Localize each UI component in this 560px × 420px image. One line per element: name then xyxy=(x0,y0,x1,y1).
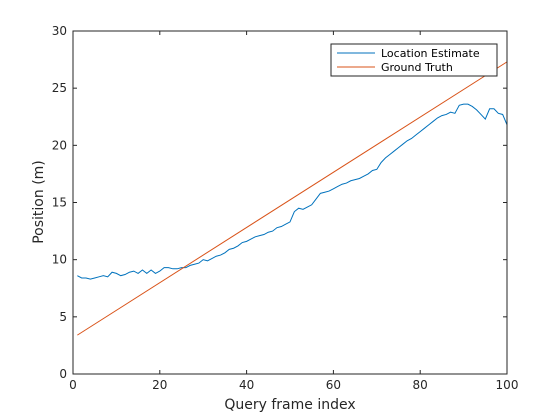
legend-label: Location Estimate xyxy=(381,47,480,60)
x-tick-label: 40 xyxy=(239,378,254,392)
plot-area xyxy=(73,31,507,374)
x-tick-label: 60 xyxy=(326,378,341,392)
legend-label: Ground Truth xyxy=(381,61,453,74)
x-axis-label: Query frame index xyxy=(224,397,355,413)
series-line-0 xyxy=(77,103,508,280)
series-layer xyxy=(77,61,508,336)
y-tick-label: 15 xyxy=(52,196,67,210)
x-tick-label: 0 xyxy=(69,378,77,392)
y-tick-label: 0 xyxy=(59,367,67,381)
y-tick-label: 10 xyxy=(52,253,67,267)
series-line-1 xyxy=(77,61,508,336)
x-tick-label: 100 xyxy=(496,378,519,392)
x-tick-label: 20 xyxy=(152,378,167,392)
y-tick-label: 30 xyxy=(52,24,67,38)
legend-box xyxy=(330,43,498,77)
y-tick-label: 20 xyxy=(52,138,67,152)
x-tick-label: 80 xyxy=(413,378,428,392)
y-axis-label: Position (m) xyxy=(31,160,47,244)
y-tick-label: 25 xyxy=(52,81,67,95)
axes-layer: 0 20 40 60 80 100 0 5 10 15 20 25 30 xyxy=(52,24,519,392)
y-tick-label: 5 xyxy=(59,310,67,324)
